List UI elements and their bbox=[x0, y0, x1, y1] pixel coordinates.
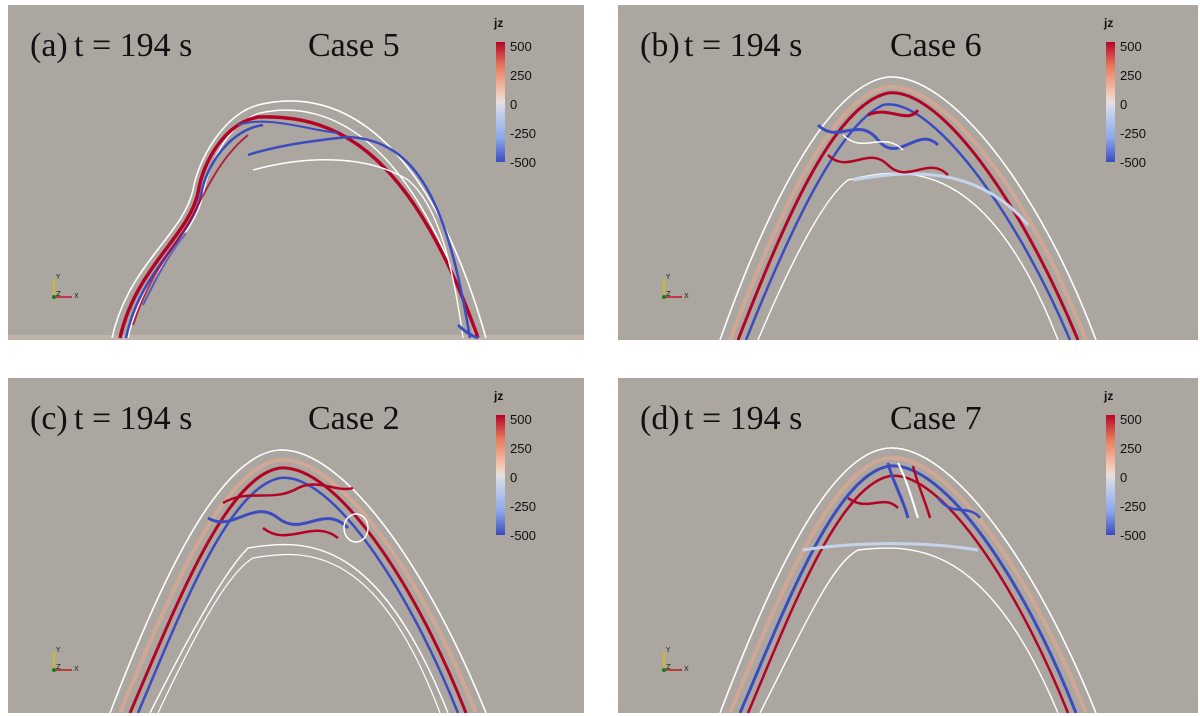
time-label: t = 194 s bbox=[74, 400, 193, 437]
colorbar-title: jz bbox=[494, 16, 504, 30]
colorbar-tick: -500 bbox=[1120, 528, 1147, 543]
colorbar-title: jz bbox=[1104, 389, 1114, 403]
current-density-field bbox=[719, 76, 1097, 340]
colorbar-tick: 500 bbox=[510, 39, 532, 54]
axis-x-label: X bbox=[684, 665, 689, 673]
panel-label: (d) bbox=[640, 400, 680, 437]
colorbar-title: jz bbox=[1104, 16, 1114, 30]
colorbar-tick: 500 bbox=[1120, 412, 1142, 427]
colorbar-tick: 250 bbox=[510, 441, 532, 456]
colorbar-tick: 500 bbox=[510, 412, 532, 427]
case-label: Case 2 bbox=[308, 400, 400, 437]
axis-y-label: Y bbox=[56, 273, 61, 281]
current-density-field bbox=[109, 449, 487, 713]
colorbar-tick: 250 bbox=[1120, 68, 1142, 83]
colorbar-tick: -500 bbox=[510, 155, 537, 170]
time-label: t = 194 s bbox=[74, 27, 193, 64]
colorbar-tick: 0 bbox=[510, 97, 518, 112]
case-label: Case 5 bbox=[308, 27, 400, 64]
current-density-field bbox=[8, 100, 584, 340]
time-label: t = 194 s bbox=[684, 400, 803, 437]
colorbar-tick: 0 bbox=[1120, 470, 1128, 485]
axis-x-label: X bbox=[684, 292, 689, 300]
current-density-field bbox=[719, 447, 1097, 713]
colorbar-tick: 250 bbox=[510, 68, 532, 83]
panel-b: (b) t = 194 s Case 6 jz 500 250 0 -250 -… bbox=[618, 5, 1198, 340]
panel-label: (c) bbox=[30, 400, 68, 437]
colorbar-tick: -500 bbox=[510, 528, 537, 543]
axis-x-label: X bbox=[74, 665, 79, 673]
colorbar-tick: 0 bbox=[510, 470, 518, 485]
orientation-axes-icon: Y X Z bbox=[46, 646, 86, 676]
colorbar-tick: 0 bbox=[1120, 97, 1128, 112]
axis-y-label: Y bbox=[56, 646, 61, 654]
colorbar-tick: -250 bbox=[1120, 126, 1147, 141]
colorbar-tick: 500 bbox=[1120, 39, 1142, 54]
orientation-axes-icon: Y X Z bbox=[46, 273, 86, 303]
colorbar-tick: 250 bbox=[1120, 441, 1142, 456]
time-label: t = 194 s bbox=[684, 27, 803, 64]
axis-z-label: Z bbox=[666, 290, 671, 298]
colorbar bbox=[496, 415, 505, 535]
case-label: Case 6 bbox=[890, 27, 982, 64]
axis-y-label: Y bbox=[666, 273, 671, 281]
axis-y-label: Y bbox=[666, 646, 671, 654]
panel-label: (b) bbox=[640, 27, 680, 64]
orientation-axes-icon: Y X Z bbox=[656, 646, 696, 676]
panel-d: (d) t = 194 s Case 7 jz 500 250 0 -250 -… bbox=[618, 378, 1198, 713]
axis-z-label: Z bbox=[666, 663, 671, 671]
panel-a: (a) t = 194 s Case 5 jz 500 250 0 -250 -… bbox=[8, 5, 584, 340]
colorbar bbox=[1106, 415, 1115, 535]
case-label: Case 7 bbox=[890, 400, 982, 437]
colorbar-tick: -250 bbox=[510, 499, 537, 514]
colorbar-tick: -500 bbox=[1120, 155, 1147, 170]
panel-c: (c) t = 194 s Case 2 jz 500 250 0 -250 -… bbox=[8, 378, 584, 713]
colorbar-title: jz bbox=[494, 389, 504, 403]
panel-label: (a) bbox=[30, 27, 68, 64]
axis-x-label: X bbox=[74, 292, 79, 300]
axis-z-label: Z bbox=[56, 290, 61, 298]
colorbar-tick: -250 bbox=[510, 126, 537, 141]
orientation-axes-icon: Y X Z bbox=[656, 273, 696, 303]
colorbar bbox=[496, 42, 505, 162]
colorbar bbox=[1106, 42, 1115, 162]
axis-z-label: Z bbox=[56, 663, 61, 671]
colorbar-tick: -250 bbox=[1120, 499, 1147, 514]
